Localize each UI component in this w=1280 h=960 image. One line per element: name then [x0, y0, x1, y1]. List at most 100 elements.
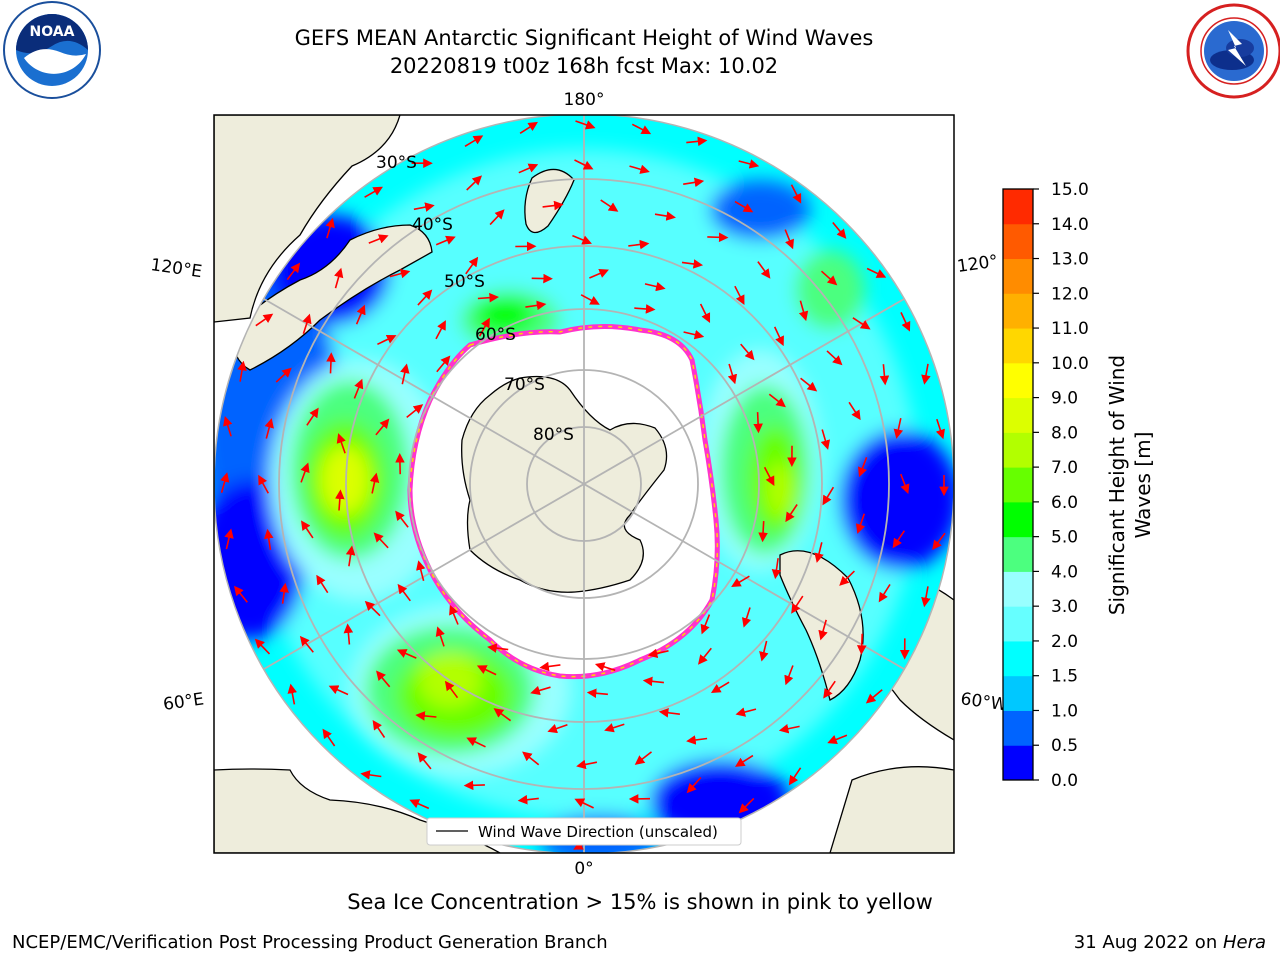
wind-wave-arrow — [466, 737, 486, 748]
wind-wave-arrow — [823, 680, 836, 699]
wind-wave-arrow — [773, 326, 784, 347]
wind-wave-arrow — [368, 234, 389, 244]
wind-wave-arrow — [449, 604, 459, 625]
wind-wave-arrow — [856, 633, 867, 655]
wind-wave-arrow — [223, 416, 233, 437]
wind-wave-arrow — [631, 123, 652, 135]
wind-wave-arrow — [658, 708, 680, 718]
wind-wave-arrow — [683, 177, 705, 188]
wind-wave-arrow — [589, 269, 609, 279]
wind-wave-arrow — [487, 643, 509, 653]
wind-wave-arrow — [784, 229, 794, 250]
wind-wave-arrow — [921, 586, 931, 608]
wind-wave-arrow — [477, 292, 499, 303]
colorbar-segment — [1003, 710, 1033, 746]
south-america-land — [779, 550, 864, 701]
wind-wave-arrow — [547, 723, 568, 734]
wind-wave-arrow — [738, 159, 760, 169]
wind-wave-arrow — [866, 267, 887, 278]
lon-label-0: 0° — [574, 859, 593, 879]
wind-wave-arrow — [476, 665, 497, 676]
wind-wave-arrow — [771, 558, 782, 580]
wind-wave-arrow — [478, 317, 490, 337]
footer-date: 31 Aug 2022 on Hera — [1074, 932, 1266, 953]
wind-wave-arrow — [395, 510, 409, 528]
wind-wave-arrow — [900, 312, 911, 332]
wind-wave-arrow — [784, 665, 794, 686]
wind-wave-arrow — [878, 583, 891, 603]
wind-wave-arrow — [798, 300, 809, 322]
wind-wave-arrow — [413, 202, 435, 212]
noaa-logo-text: NOAA — [30, 24, 75, 40]
wind-wave-arrow — [397, 583, 411, 602]
wind-wave-arrow — [707, 232, 729, 243]
wind-wave-arrow — [396, 649, 417, 659]
sea-ice-caption: Sea Ice Concentration > 15% is shown in … — [347, 890, 933, 914]
colorbar-tick-label: 13.0 — [1051, 250, 1089, 270]
wind-wave-arrow — [757, 261, 771, 279]
colorbar-segment — [1003, 258, 1033, 294]
colorbar-tick-label: 14.0 — [1051, 215, 1089, 235]
chart-title-line1: GEFS MEAN Antarctic Significant Height o… — [294, 26, 874, 50]
wind-wave-arrow — [518, 163, 539, 174]
colorbar-segment — [1003, 606, 1033, 642]
colorbar-segment — [1003, 432, 1033, 468]
wind-wave-arrow — [416, 560, 426, 582]
wind-wave-arrow — [299, 635, 314, 653]
wind-wave-arrow — [826, 350, 843, 366]
wind-wave-arrow — [699, 303, 711, 323]
wind-wave-arrow — [493, 708, 512, 722]
wind-wave-arrow — [415, 711, 437, 721]
wind-wave-arrow — [710, 681, 730, 694]
wind-wave-arrow — [575, 120, 596, 130]
wind-wave-arrow — [287, 683, 297, 705]
wind-wave-arrow — [820, 429, 831, 450]
antarctica-land — [461, 375, 668, 593]
wind-wave-arrow — [734, 200, 754, 213]
wind-wave-arrow — [279, 582, 289, 604]
colorbar-segment — [1003, 328, 1033, 364]
colorbar-border — [1002, 188, 1034, 781]
wind-wave-arrow — [336, 433, 346, 454]
wind-wave-arrow — [634, 304, 656, 314]
lon-label-180: 180° — [564, 90, 605, 110]
wind-wave-arrow — [539, 661, 561, 672]
wind-wave-arrow — [586, 688, 608, 699]
wind-wave-arrow — [827, 734, 848, 744]
wind-wave-arrow — [530, 685, 551, 696]
wind-wave-arrow — [517, 794, 539, 805]
wind-wave-arrow — [848, 401, 861, 421]
wind-wave-arrow — [800, 377, 818, 392]
wind-wave-arrow — [377, 334, 397, 346]
wind-wave-arrow — [893, 418, 904, 439]
wind-wave-arrow — [647, 648, 669, 659]
wind-wave-arrow — [594, 662, 616, 672]
wind-wave-arrow — [735, 707, 757, 717]
wind-wave-arrow — [727, 363, 738, 385]
footer-date-text: 31 Aug 2022 on — [1073, 932, 1223, 953]
wind-wave-arrow — [839, 570, 855, 586]
colorbar-tick-label: 15.0 — [1051, 180, 1089, 200]
legend-label: Wind Wave Direction (unscaled) — [478, 823, 718, 841]
wind-wave-arrow — [686, 735, 708, 745]
wind-wave-arrow — [326, 352, 336, 374]
wind-wave-arrow — [832, 221, 847, 239]
wind-wave-arrow — [734, 754, 754, 767]
colorbar-tick-label: 9.0 — [1051, 389, 1078, 409]
wind-wave-arrow — [892, 530, 906, 549]
wind-wave-arrow — [275, 367, 292, 383]
wind-wave-arrow — [489, 209, 505, 226]
wind-wave-arrow — [364, 600, 381, 617]
colorbar-segment — [1003, 501, 1033, 538]
wind-wave-arrow — [741, 607, 752, 628]
colorbar-tick-label: 5.0 — [1051, 528, 1078, 548]
chart-title-line2: 20220819 t00z 168h fcst Max: 10.02 — [389, 54, 779, 78]
lat-label-30s: 30°S — [376, 153, 417, 173]
wind-wave-arrow — [263, 528, 274, 551]
wind-wave-arrow — [731, 575, 750, 588]
lon-label-120w: 120° — [956, 251, 999, 277]
wind-wave-arrow — [400, 363, 410, 385]
wind-wave-arrow — [255, 313, 274, 327]
wind-wave-arrow — [738, 797, 755, 814]
colorbar-segment — [1003, 223, 1033, 260]
